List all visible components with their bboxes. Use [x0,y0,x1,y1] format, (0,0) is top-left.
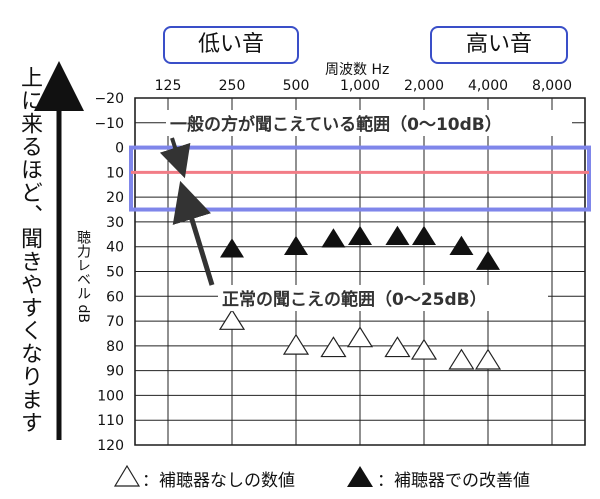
legend-with-aid: ：補聴器での改善値 [377,471,530,491]
open-triangle-marker [448,348,475,370]
filled-triangle-marker [284,235,308,255]
y-tick-label: 30 [106,215,124,231]
x-tick-label: 2,000 [404,78,444,94]
low-sound-label: 低い音 [163,26,299,64]
y-tick-label: 50 [106,265,124,281]
normal-pointer-arrow [172,180,215,286]
data-markers [218,225,502,370]
open-triangle-marker [282,333,310,355]
y-tick-label: 120 [97,438,124,454]
x-tick-label: 4,000 [468,78,508,94]
legend-open-triangle-icon [113,464,141,487]
x-tick-labels: 125 250 500 1,000 2,000 4,000 8,000 [155,78,572,94]
y-axis-title: 聴力レベル dB [75,230,91,323]
typical-pointer-arrow [159,137,191,179]
y-tick-label: 90 [106,364,124,380]
y-tick-label: 70 [106,314,124,330]
open-triangle-marker [346,326,374,348]
x-tick-label: 500 [283,78,310,94]
open-triangle-marker [384,336,411,358]
open-triangle-marker [474,348,502,370]
y-tick-label: −10 [94,116,124,132]
filled-triangle-marker [348,225,372,246]
y-tick-label: 100 [97,388,124,404]
y-tick-label: 40 [106,240,124,256]
typical-label-bg [166,110,572,136]
filled-triangle-marker [321,228,346,248]
normal-range-label: 正常の聞こえの範囲（0〜25dB） [222,289,487,310]
y-tick-label: 80 [106,339,124,355]
legend-without-aid: ：補聴器なしの数値 [142,471,295,491]
y-tick-label: 60 [106,289,124,305]
x-tick-label: 250 [219,78,246,94]
open-triangle-marker [320,336,347,358]
x-tick-label: 125 [155,78,182,94]
open-triangle-marker [218,308,246,330]
high-sound-label: 高い音 [430,26,568,64]
annotations: 一般の方が聞こえている範囲（0〜10dB） 正常の聞こえの範囲（0〜25dB） [159,110,572,311]
filled-triangle-marker [412,225,436,246]
filled-triangle-marker [476,250,500,270]
y-tick-label: 110 [97,413,124,429]
open-triangle-marker [410,338,438,360]
filled-triangle-marker [220,238,244,258]
typical-range-label: 一般の方が聞こえている範囲（0〜10dB） [170,114,502,135]
frequency-axis-title: 周波数 Hz [325,62,390,78]
legend: ：補聴器なしの数値 ：補聴器での改善値 [100,462,570,492]
x-tick-label: 8,000 [532,78,572,94]
filled-triangle-marker [385,225,410,246]
y-tick-label: 20 [106,190,124,206]
side-explanation-text: 上に来るほど、聞きやすくなります [17,66,42,434]
x-tick-label: 1,000 [340,78,380,94]
legend-filled-triangle-icon [347,466,373,487]
filled-triangle-marker [449,235,474,255]
normal-label-bg [218,285,548,311]
y-tick-label: −20 [94,91,124,107]
chart-grid [134,97,586,446]
y-tick-label: 10 [106,165,124,181]
y-tick-labels: −20 −10 0 10 20 30 40 50 60 70 80 90 100 110 120 [94,91,124,454]
y-tick-label: 0 [115,141,124,157]
chart-bands [129,145,591,212]
normal-range-box [129,145,591,212]
